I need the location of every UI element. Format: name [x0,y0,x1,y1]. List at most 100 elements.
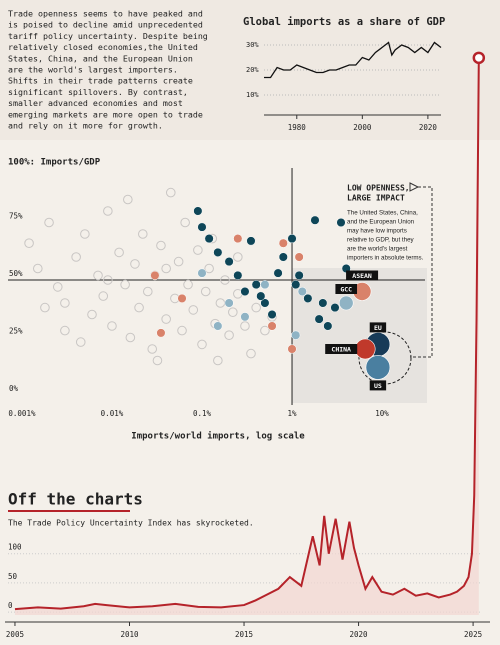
point [224,298,234,308]
bubble-label: CHINA [331,346,351,354]
paragraph-line: Shifts in their trade patterns create [8,76,193,86]
point [323,321,333,331]
point [246,348,256,359]
point [291,280,301,290]
point [215,298,226,308]
annotation-text: importers in absolute terms. [347,255,424,262]
bubble-label-bg [346,270,379,281]
paragraph-line: is poised to decline amid unprecedented [8,20,203,30]
line [264,41,442,79]
point [240,286,250,297]
point [197,222,207,232]
annotation-text: are the world's largest [347,246,408,253]
bubble-label-bg [335,284,358,294]
point [156,328,166,338]
y-tick-label: 20% [246,66,259,74]
point [150,270,160,280]
point [233,270,243,280]
top-panel [0,0,500,140]
point [220,275,230,285]
point [165,187,176,198]
point [297,286,307,297]
x-tick-label: 1980 [288,123,307,132]
x-tick-label: 0.01% [101,409,124,418]
x-tick-label: 2005 [6,630,24,639]
point [251,302,261,313]
y-tick-label: 100 [8,543,22,552]
point [294,252,304,262]
y-tick-label: 0 [8,601,13,610]
point [180,217,190,228]
x-tick-label: 2020 [350,630,369,639]
point [120,279,130,290]
bubble-label-bg [325,344,358,354]
paragraph-line: Trade openness seems to have peaked and [8,9,203,19]
annotation-arrow [409,182,420,192]
point [204,234,214,244]
point [87,309,97,320]
paragraph-line: and rely on it more for growth. [8,121,163,131]
bubble-label: EU [374,324,382,332]
point [314,314,324,324]
point [224,330,234,341]
paragraph-line: States, China, and the European Union [8,53,193,63]
point [193,206,203,216]
point [93,270,103,281]
point [291,330,301,340]
paragraph-line: are the world's largest importers. [8,65,178,75]
bubble-label-bg [369,322,387,333]
point [251,280,261,290]
point [200,286,211,297]
point [24,238,34,248]
annotation-text: may have low imports [347,228,407,235]
point [161,314,171,324]
x-tick-label: 10% [375,409,389,418]
point [336,217,346,228]
annotation-bracket [410,186,433,358]
x-tick-label: 2000 [353,123,372,132]
point [134,302,144,313]
point [177,325,187,336]
point [40,302,50,313]
y-tick-label: 75% [9,212,23,221]
point [260,298,270,308]
chart-subtitle: The Trade Policy Uncertainty Index has s… [8,519,254,528]
paragraph-line: relatively closed economies,the United [8,42,198,52]
line [14,57,480,611]
point [125,332,136,343]
annotation-text: The United States, China, [347,210,418,217]
point [161,263,171,274]
point [246,236,256,246]
point [147,344,158,354]
point [123,194,133,205]
point [256,291,266,301]
point [278,252,288,262]
point [278,238,288,248]
point [318,298,328,308]
point [233,252,243,262]
point [240,312,250,322]
point [32,263,43,274]
annotation-text: and the European Union [347,219,415,226]
point [60,325,70,336]
point [71,252,81,262]
point [303,293,313,303]
point [142,286,153,297]
annotation-title: LARGE IMPACT [347,194,405,203]
bubble-label: GCC [340,286,352,294]
x-tick-label: 2015 [235,630,253,639]
point [260,325,270,336]
point [273,268,283,278]
y-axis-label: 100%: Imports/GDP [8,158,101,168]
bubble [338,295,354,311]
paragraph-line: smaller advanced economies and most [8,98,183,108]
point [197,339,207,350]
annotation-text: relative to GDP, but they [347,237,415,244]
paragraph-line: tariff policy uncertainty. Despite being [8,31,208,41]
point [330,303,340,313]
x-tick-label: 2025 [464,630,482,639]
point [287,344,297,354]
point [130,259,140,269]
y-tick-label: 50 [8,572,18,581]
